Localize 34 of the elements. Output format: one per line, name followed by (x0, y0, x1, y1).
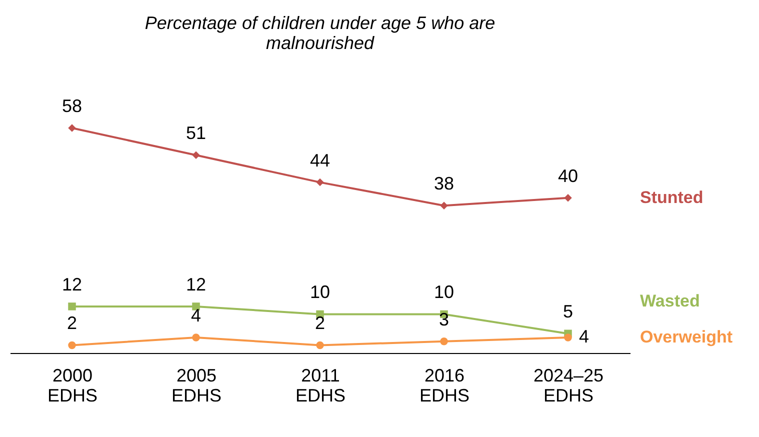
point (440, 337, 448, 346)
point (564, 194, 572, 202)
data-label: 12 (62, 274, 82, 294)
chart-title: Percentage of children under age 5 who are malnourished (144, 13, 496, 53)
x-tick-label: 2000 EDHS (47, 366, 98, 406)
data-label: 10 (434, 282, 454, 302)
point (192, 334, 200, 342)
data-label: 5 (562, 302, 574, 322)
x-tick-label: 2016 EDHS (419, 366, 470, 406)
data-label: 51 (186, 123, 206, 144)
x-tick-label: 2005 EDHS (171, 366, 222, 406)
data-label: 38 (434, 174, 454, 194)
text: Overweight (640, 327, 733, 346)
data-label: 12 (186, 274, 206, 294)
data-label: 4 (190, 305, 202, 326)
data-label: 44 (310, 150, 330, 170)
data-label: 10 (310, 282, 330, 302)
point (316, 341, 324, 350)
data-label: 2 (66, 313, 78, 334)
point (68, 124, 76, 132)
point (564, 334, 572, 342)
point (192, 151, 200, 160)
point (68, 302, 76, 310)
data-label: 2 (314, 313, 326, 334)
data-label: 58 (62, 96, 82, 116)
point (68, 341, 76, 350)
text: Stunted (640, 188, 704, 207)
point (440, 202, 448, 210)
data-label: 40 (558, 166, 578, 186)
point (316, 178, 324, 186)
x-tick-label: 2011 EDHS (295, 366, 346, 406)
x-tick-label: 2024–25 EDHS (533, 366, 604, 406)
text: Wasted (640, 291, 700, 310)
data-label: 4 (578, 326, 590, 346)
